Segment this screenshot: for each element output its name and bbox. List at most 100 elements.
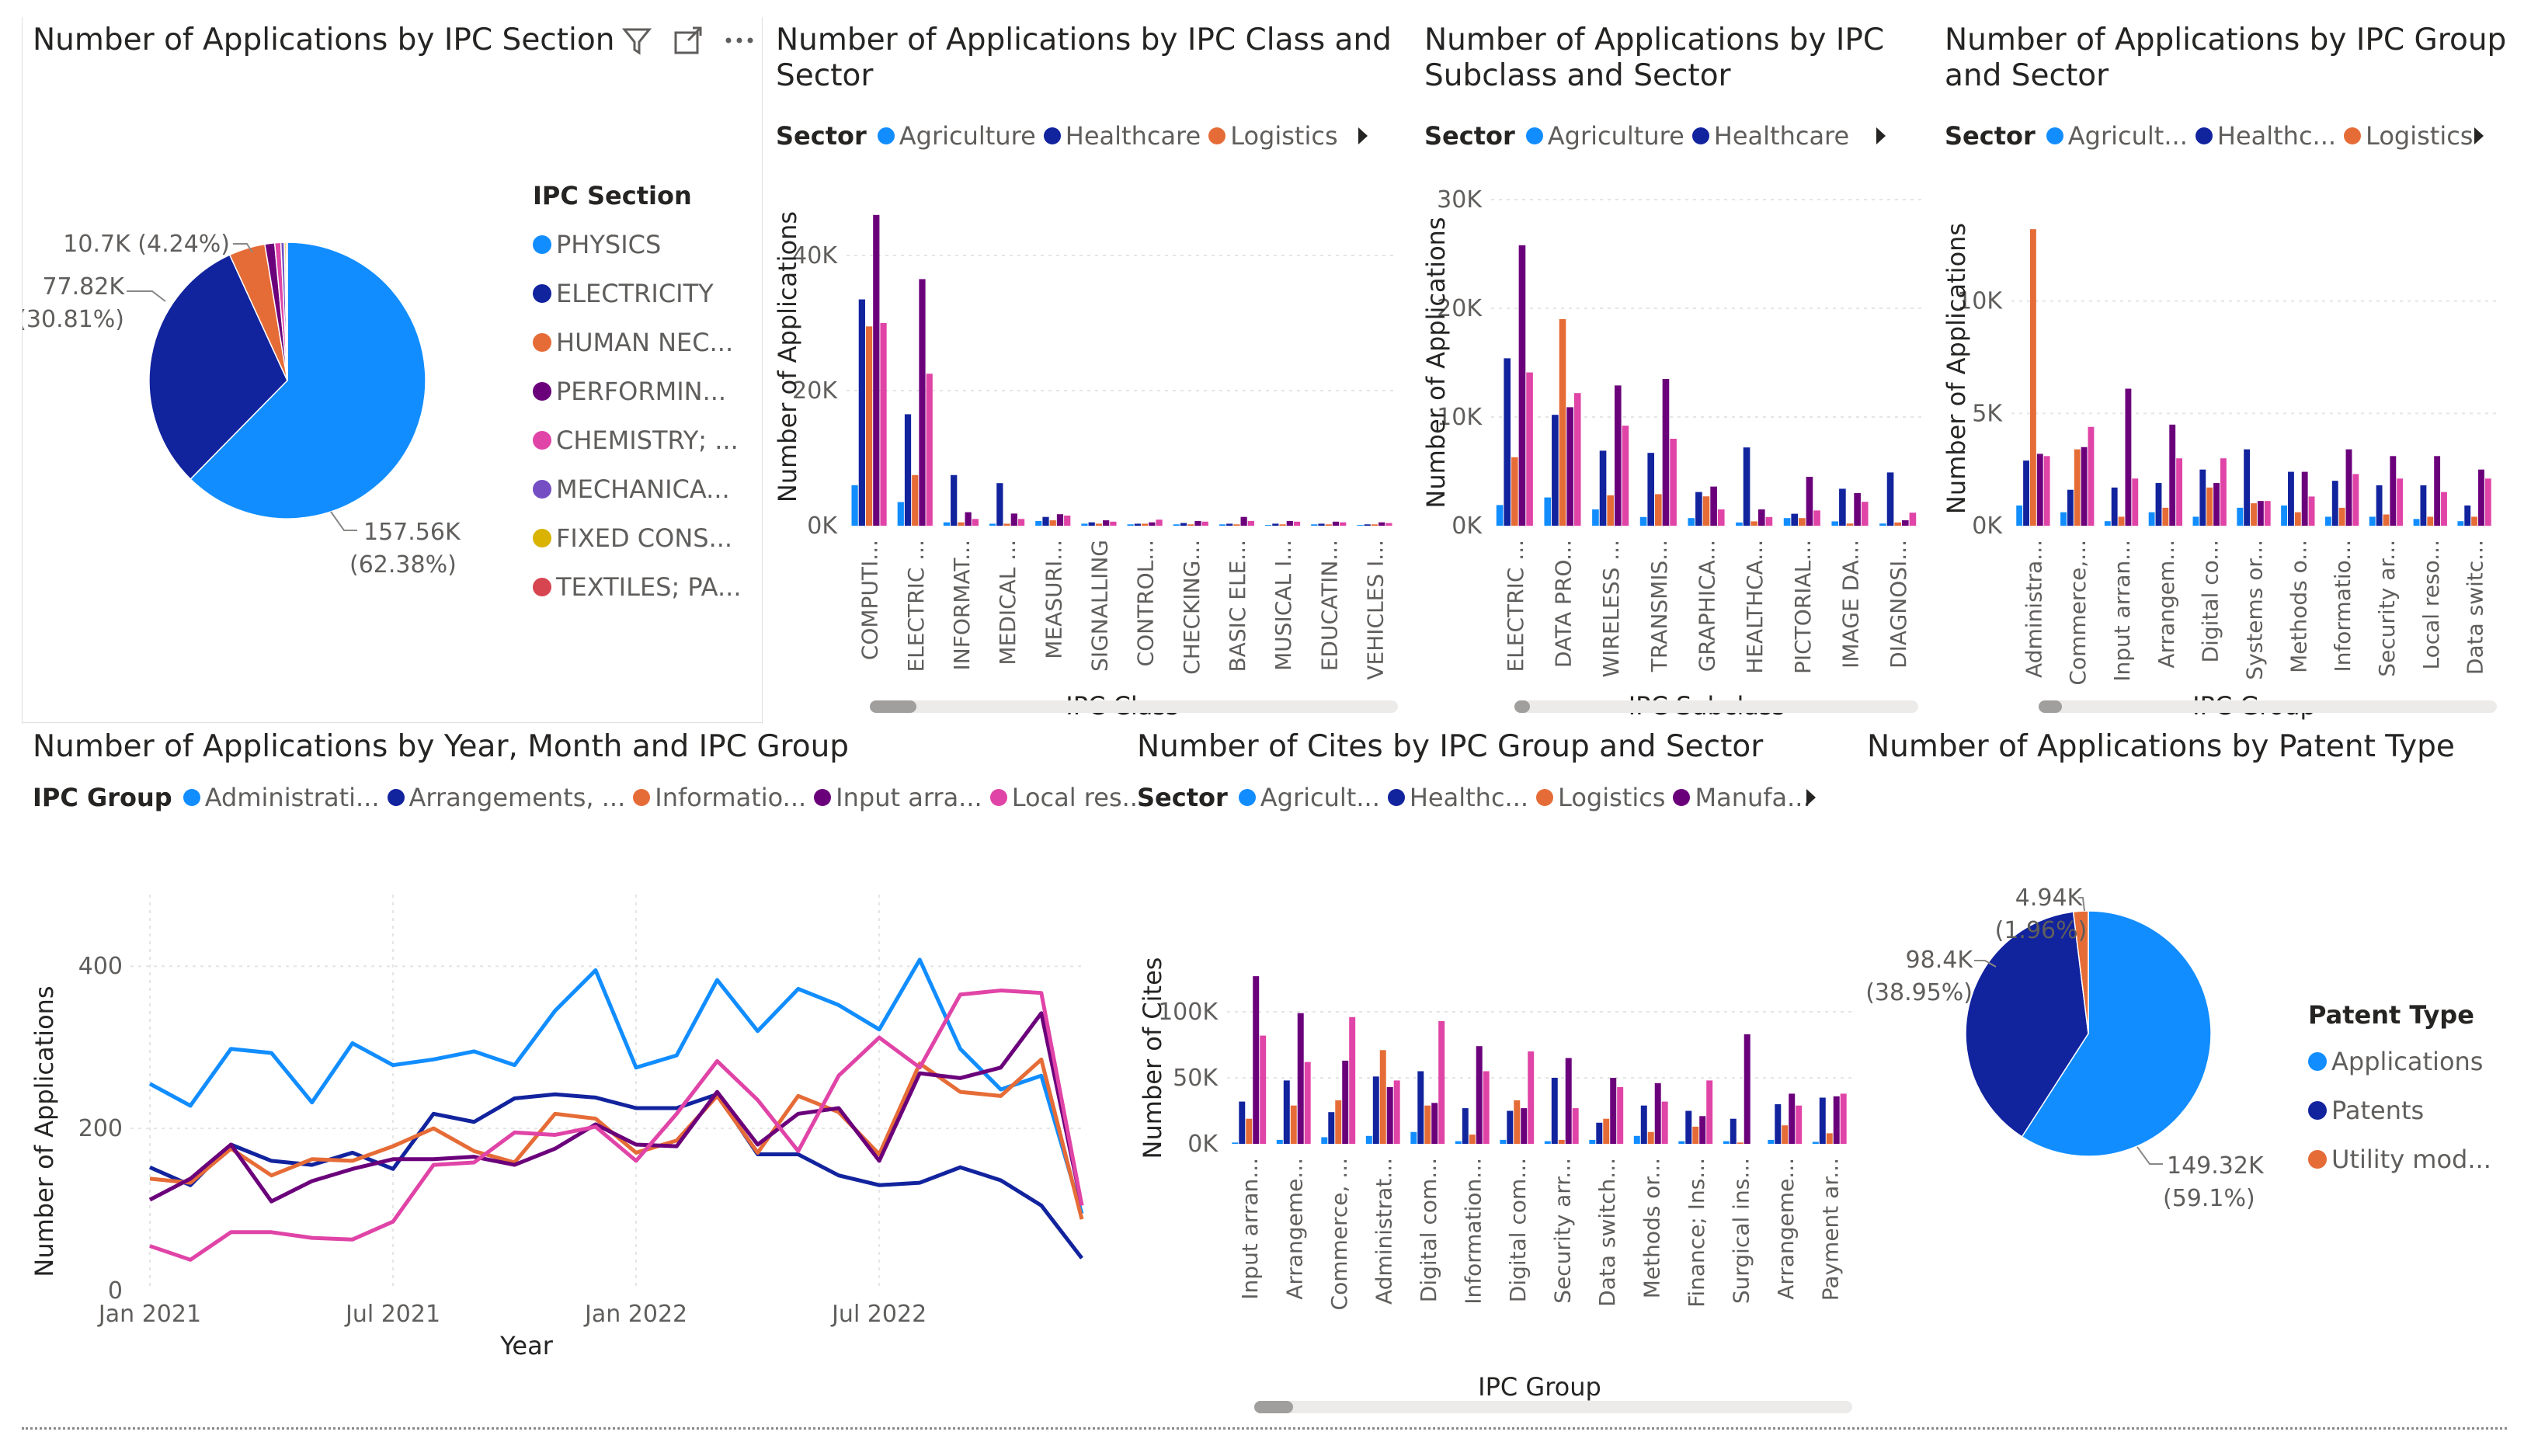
scrollbar-thumb[interactable] <box>870 700 916 713</box>
legend-item[interactable]: Applications <box>2308 1046 2491 1077</box>
bar <box>2352 474 2359 526</box>
bar <box>1110 521 1117 526</box>
legend-item-agriculture[interactable]: Agricult... <box>2046 120 2188 151</box>
bar <box>1723 1141 1730 1144</box>
legend-item-logistics[interactable]: Logistics <box>1208 120 1338 151</box>
legend-item-healthcare[interactable]: Healthcare <box>1691 120 1849 151</box>
filter-icon[interactable] <box>620 23 654 57</box>
legend-item[interactable]: Patents <box>2308 1095 2491 1126</box>
bar <box>2294 512 2301 526</box>
x-tick-label: SIGNALLING <box>1086 540 1112 672</box>
legend-item[interactable]: MECHANICA... <box>533 474 742 505</box>
chevron-right-icon[interactable] <box>1802 786 1820 809</box>
scrollbar-thumb[interactable] <box>1254 1401 1293 1413</box>
legend-item-agriculture[interactable]: Agriculture <box>1525 120 1684 151</box>
legend-item-agriculture[interactable]: Agricult... <box>1238 782 1380 813</box>
group-chart-visual[interactable]: Number of Applications by IPC Group and … <box>1934 17 2508 724</box>
class-chart-visual[interactable]: Number of Applications by IPC Class and … <box>765 17 1413 724</box>
scrollbar-thumb[interactable] <box>1514 700 1530 713</box>
bar <box>2376 485 2383 526</box>
bar <box>1551 1078 1558 1144</box>
pie-slice <box>2021 910 2212 1157</box>
x-tick-label: TRANSMIS... <box>1646 540 1672 672</box>
legend: Sector Agriculture Healthcare Logistics <box>776 120 1346 151</box>
bar <box>1290 1105 1297 1144</box>
bar <box>1654 1082 1661 1144</box>
x-tick-label: Jan 2022 <box>583 1301 687 1328</box>
bar <box>1617 1086 1624 1144</box>
bar <box>1311 524 1318 526</box>
legend-item[interactable]: ELECTRICITY <box>533 278 742 309</box>
legend-item[interactable]: CHEMISTRY; ... <box>533 425 742 456</box>
legend-item-logistics[interactable]: Logistics <box>2344 120 2473 151</box>
legend-item-input[interactable]: Input arra... <box>814 782 982 813</box>
legend-item-healthcare[interactable]: Healthc... <box>1387 782 1528 813</box>
bar <box>1670 439 1677 526</box>
bar <box>2118 516 2125 526</box>
patent-pie-visual[interactable]: Number of Applications by Patent Type 14… <box>1856 724 2508 1423</box>
bar <box>2301 471 2308 526</box>
pie-chart: 149.32K (59.1%) 98.4K (38.95%) 4.94K (1.96%) <box>1865 884 2265 1212</box>
more-options-icon[interactable] <box>722 23 756 57</box>
legend-item-information[interactable]: Informatio... <box>633 782 806 813</box>
bar <box>880 323 887 526</box>
horizontal-scrollbar[interactable] <box>1514 700 1918 713</box>
horizontal-scrollbar[interactable] <box>2039 700 2497 713</box>
bar <box>2206 487 2213 526</box>
bar <box>1364 524 1371 526</box>
bar <box>2043 456 2050 526</box>
bar <box>1743 447 1750 526</box>
y-tick-label: 40K <box>792 242 838 269</box>
chevron-right-icon[interactable] <box>1872 124 1890 148</box>
bar <box>926 374 933 526</box>
legend-item[interactable]: PHYSICS <box>533 229 742 260</box>
subclass-chart-visual[interactable]: Number of Applications by IPC Subclass a… <box>1413 17 1934 724</box>
legend-item-healthcare[interactable]: Healthc... <box>2195 120 2336 151</box>
bar <box>1431 1103 1438 1144</box>
pie-slice <box>1965 911 2089 1138</box>
legend-item-manufacturing[interactable]: Manufa... <box>1673 782 1811 813</box>
bar <box>2237 507 2244 526</box>
x-tick-label: Informatio... <box>2330 540 2355 672</box>
legend: IPC Group Administrati... Arrangements, … <box>33 782 1153 813</box>
bar <box>1840 1093 1847 1144</box>
bar <box>1357 525 1364 526</box>
chevron-right-icon[interactable] <box>1354 124 1372 148</box>
legend-item-agriculture[interactable]: Agriculture <box>877 120 1036 151</box>
bar <box>1265 525 1272 526</box>
legend-item-administrative[interactable]: Administrati... <box>183 782 380 813</box>
bar <box>1528 1051 1535 1144</box>
bar <box>1633 1135 1640 1144</box>
legend: Sector Agricult... Healthc... Logistics … <box>1137 782 1819 813</box>
x-tick-label: MEDICAL ... <box>995 540 1020 665</box>
legend-item[interactable]: Utility mod... <box>2308 1144 2491 1175</box>
cites-chart-visual[interactable]: Number of Cites by IPC Group and Sector … <box>1126 724 1856 1423</box>
legend-item-healthcare[interactable]: Healthcare <box>1043 120 1201 151</box>
bar <box>2427 516 2434 526</box>
legend-item[interactable]: TEXTILES; PA... <box>533 572 742 603</box>
x-tick-label: Methods or... <box>1639 1158 1664 1298</box>
bar <box>2390 456 2397 526</box>
pie-section-visual[interactable]: Number of Applications by IPC Section 15… <box>22 17 763 724</box>
bar <box>1247 520 1254 526</box>
legend-item[interactable]: PERFORMIN... <box>533 376 742 407</box>
x-tick-label: IMAGE DA... <box>1838 540 1864 669</box>
series-line <box>149 989 1084 1262</box>
horizontal-scrollbar[interactable] <box>870 700 1398 713</box>
legend-item-arrangements[interactable]: Arrangements, ... <box>387 782 625 813</box>
legend-item[interactable]: HUMAN NEC... <box>533 327 742 358</box>
horizontal-scrollbar[interactable] <box>1254 1401 1852 1413</box>
chevron-right-icon[interactable] <box>2470 124 2488 148</box>
legend: IPC Section PHYSICS ELECTRICITY HUMAN NEC.… <box>533 180 742 620</box>
bar <box>2397 478 2404 526</box>
bar <box>2324 516 2331 526</box>
legend-item-logistics[interactable]: Logistics <box>1536 782 1665 813</box>
legend-item[interactable]: FIXED CONS... <box>533 523 742 554</box>
line-chart: 0 200 400 Jan 2021 Jul 2021 Jan 2022 Jul 2022 Y… <box>30 895 1084 1360</box>
bar <box>2155 483 2162 526</box>
legend-item-local[interactable]: Local res... <box>989 782 1146 813</box>
focus-mode-icon[interactable] <box>671 23 705 57</box>
line-chart-visual[interactable]: Number of Applications by Year, Month an… <box>22 724 1146 1423</box>
scrollbar-thumb[interactable] <box>2039 700 2062 713</box>
bar <box>2162 507 2169 526</box>
